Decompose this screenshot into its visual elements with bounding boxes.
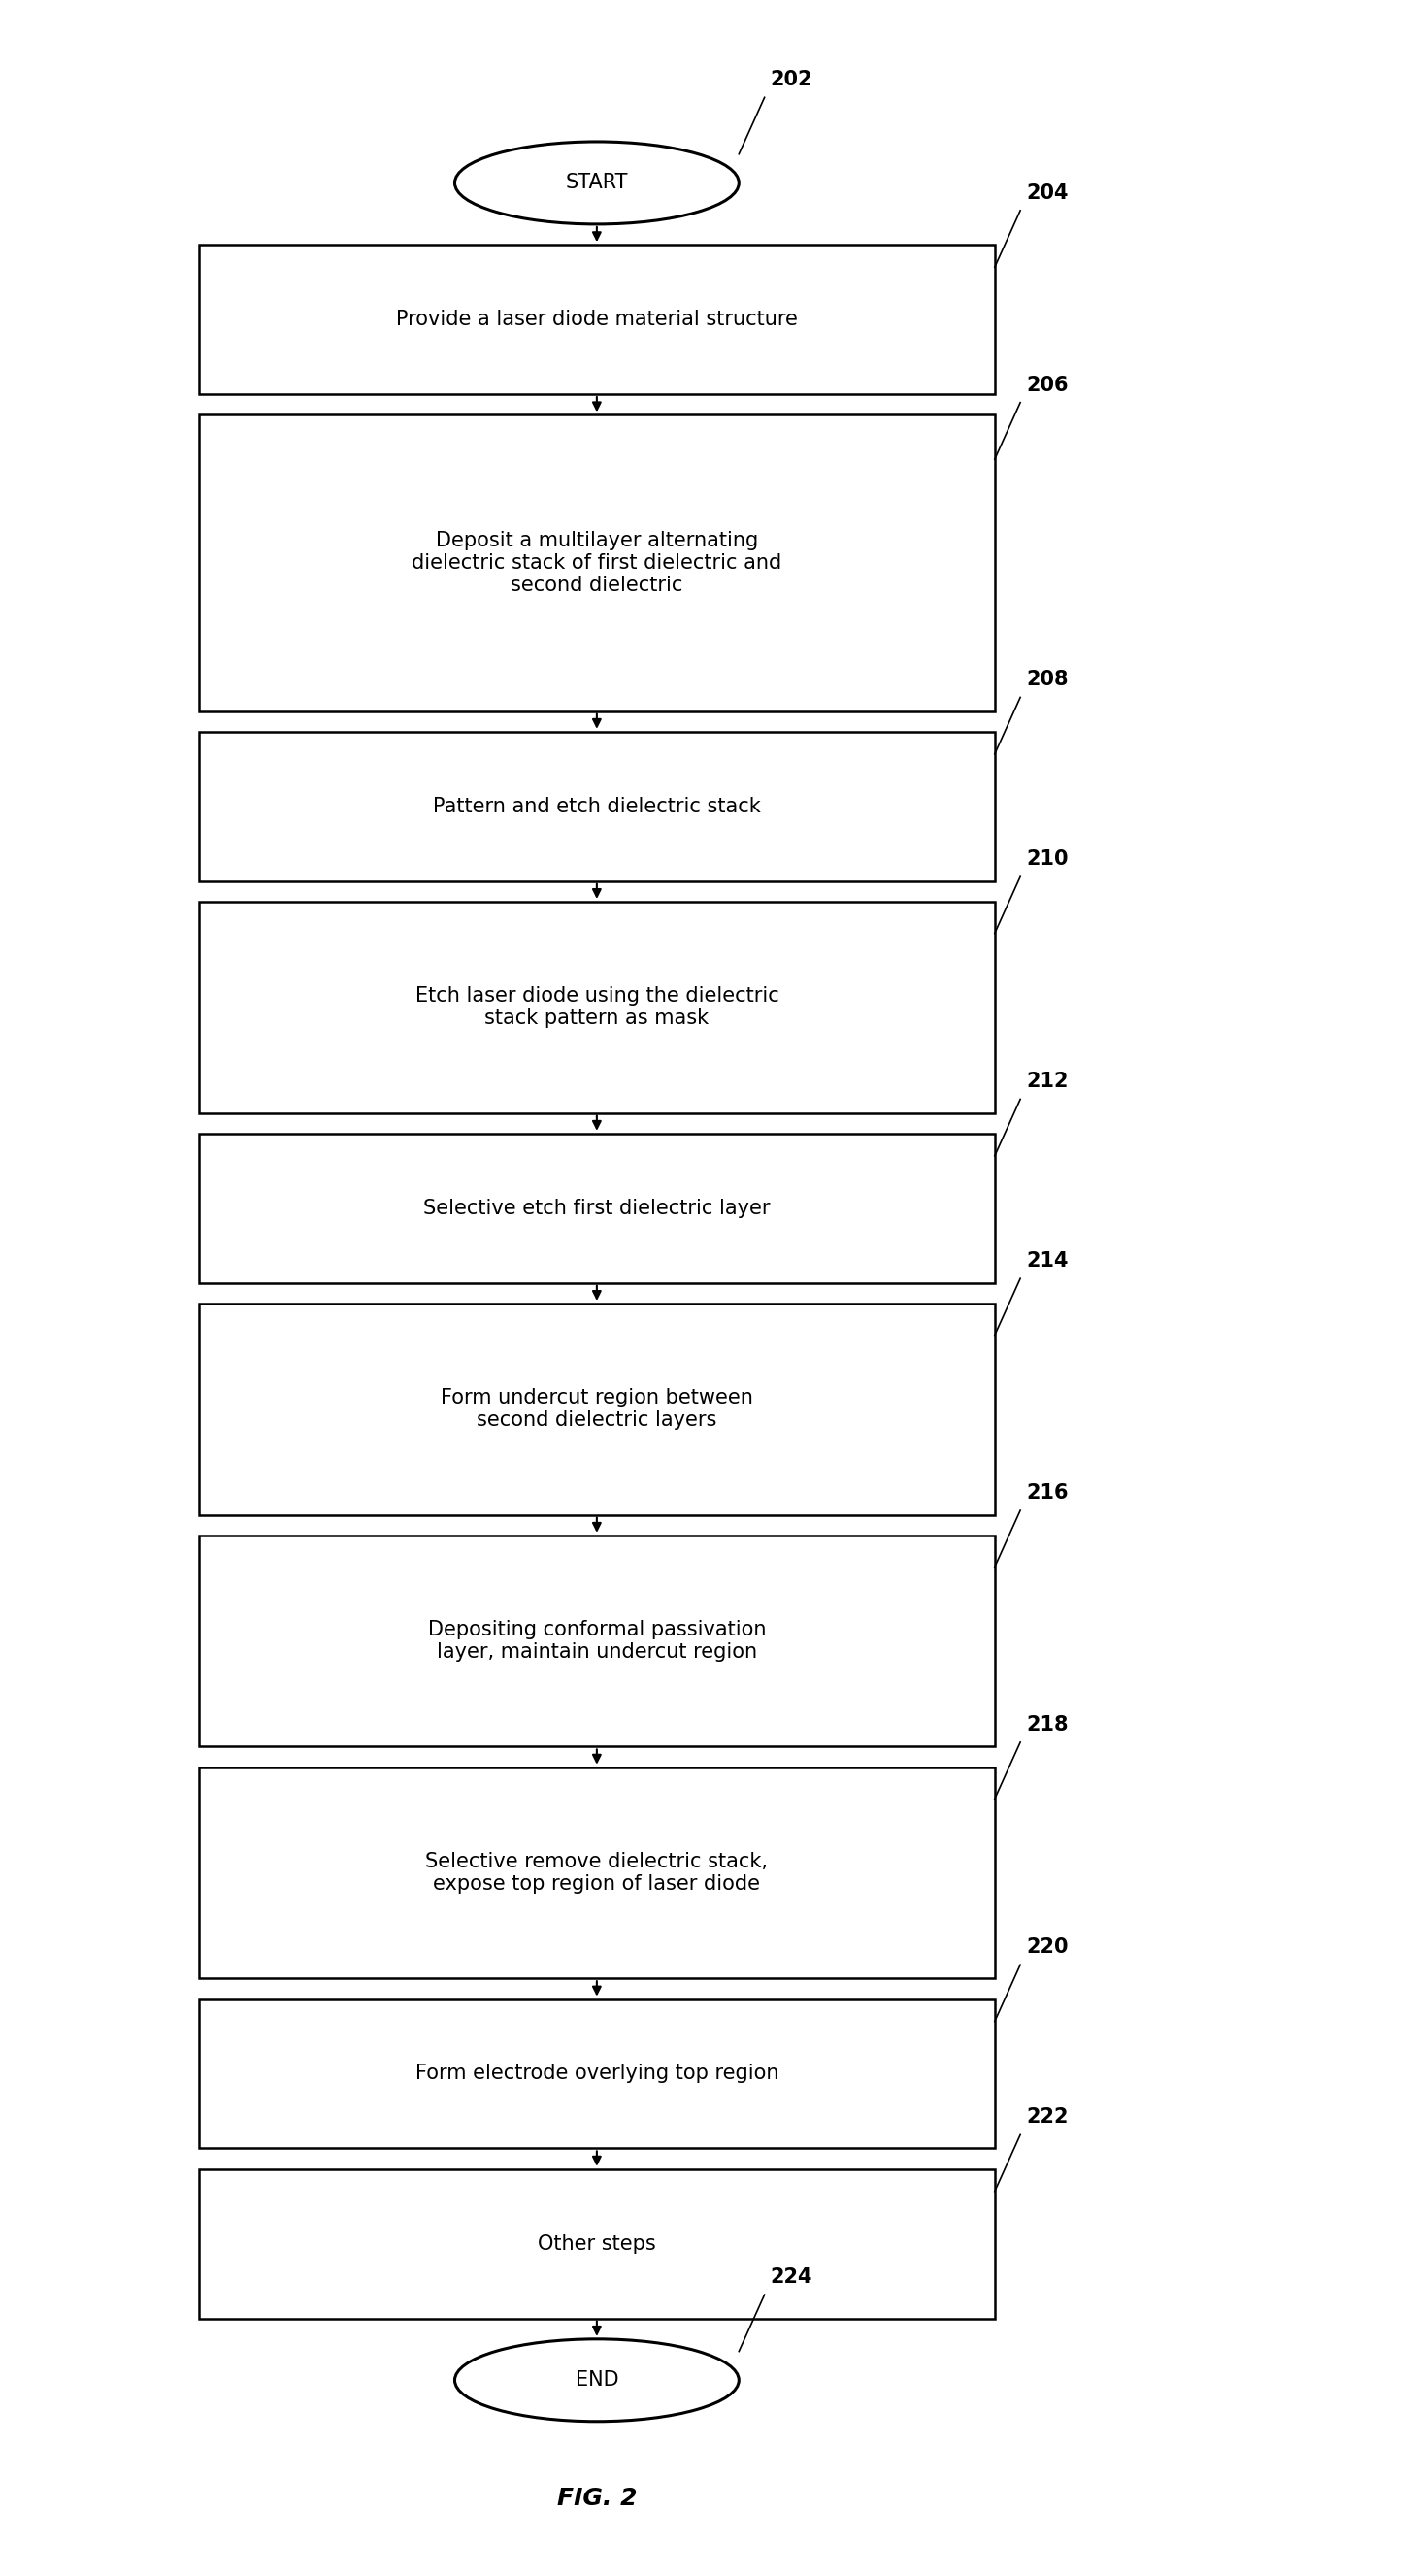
Text: 218: 218 — [1026, 1716, 1069, 1734]
Text: 202: 202 — [770, 70, 813, 90]
Text: Form electrode overlying top region: Form electrode overlying top region — [415, 2063, 779, 2084]
Text: Other steps: Other steps — [537, 2233, 657, 2254]
FancyBboxPatch shape — [199, 1133, 995, 1283]
FancyBboxPatch shape — [199, 415, 995, 711]
Text: 214: 214 — [1026, 1252, 1069, 1270]
Text: 212: 212 — [1026, 1072, 1069, 1092]
Text: 222: 222 — [1026, 2107, 1069, 2128]
Text: 208: 208 — [1026, 670, 1069, 690]
Ellipse shape — [455, 2339, 739, 2421]
FancyBboxPatch shape — [199, 902, 995, 1113]
Text: FIG. 2: FIG. 2 — [557, 2486, 637, 2512]
FancyBboxPatch shape — [199, 1767, 995, 1978]
Text: 224: 224 — [770, 2267, 813, 2287]
Text: Deposit a multilayer alternating
dielectric stack of first dielectric and
second: Deposit a multilayer alternating dielect… — [412, 531, 782, 595]
FancyBboxPatch shape — [199, 1535, 995, 1747]
Text: Selective etch first dielectric layer: Selective etch first dielectric layer — [423, 1198, 770, 1218]
FancyBboxPatch shape — [199, 1303, 995, 1515]
Text: 220: 220 — [1026, 1937, 1069, 1958]
FancyBboxPatch shape — [199, 1999, 995, 2148]
Text: 204: 204 — [1026, 183, 1069, 204]
Text: Selective remove dielectric stack,
expose top region of laser diode: Selective remove dielectric stack, expos… — [425, 1852, 769, 1893]
Text: Provide a laser diode material structure: Provide a laser diode material structure — [396, 309, 797, 330]
Text: 216: 216 — [1026, 1484, 1069, 1502]
Text: Form undercut region between
second dielectric layers: Form undercut region between second diel… — [441, 1388, 753, 1430]
FancyBboxPatch shape — [199, 732, 995, 881]
Text: 206: 206 — [1026, 376, 1069, 394]
Ellipse shape — [455, 142, 739, 224]
Text: START: START — [566, 173, 628, 193]
FancyBboxPatch shape — [199, 245, 995, 394]
Text: Pattern and etch dielectric stack: Pattern and etch dielectric stack — [433, 796, 760, 817]
Text: 210: 210 — [1026, 850, 1069, 868]
Text: Etch laser diode using the dielectric
stack pattern as mask: Etch laser diode using the dielectric st… — [415, 987, 779, 1028]
Text: END: END — [576, 2370, 618, 2391]
FancyBboxPatch shape — [199, 2169, 995, 2318]
Text: Depositing conformal passivation
layer, maintain undercut region: Depositing conformal passivation layer, … — [428, 1620, 766, 1662]
